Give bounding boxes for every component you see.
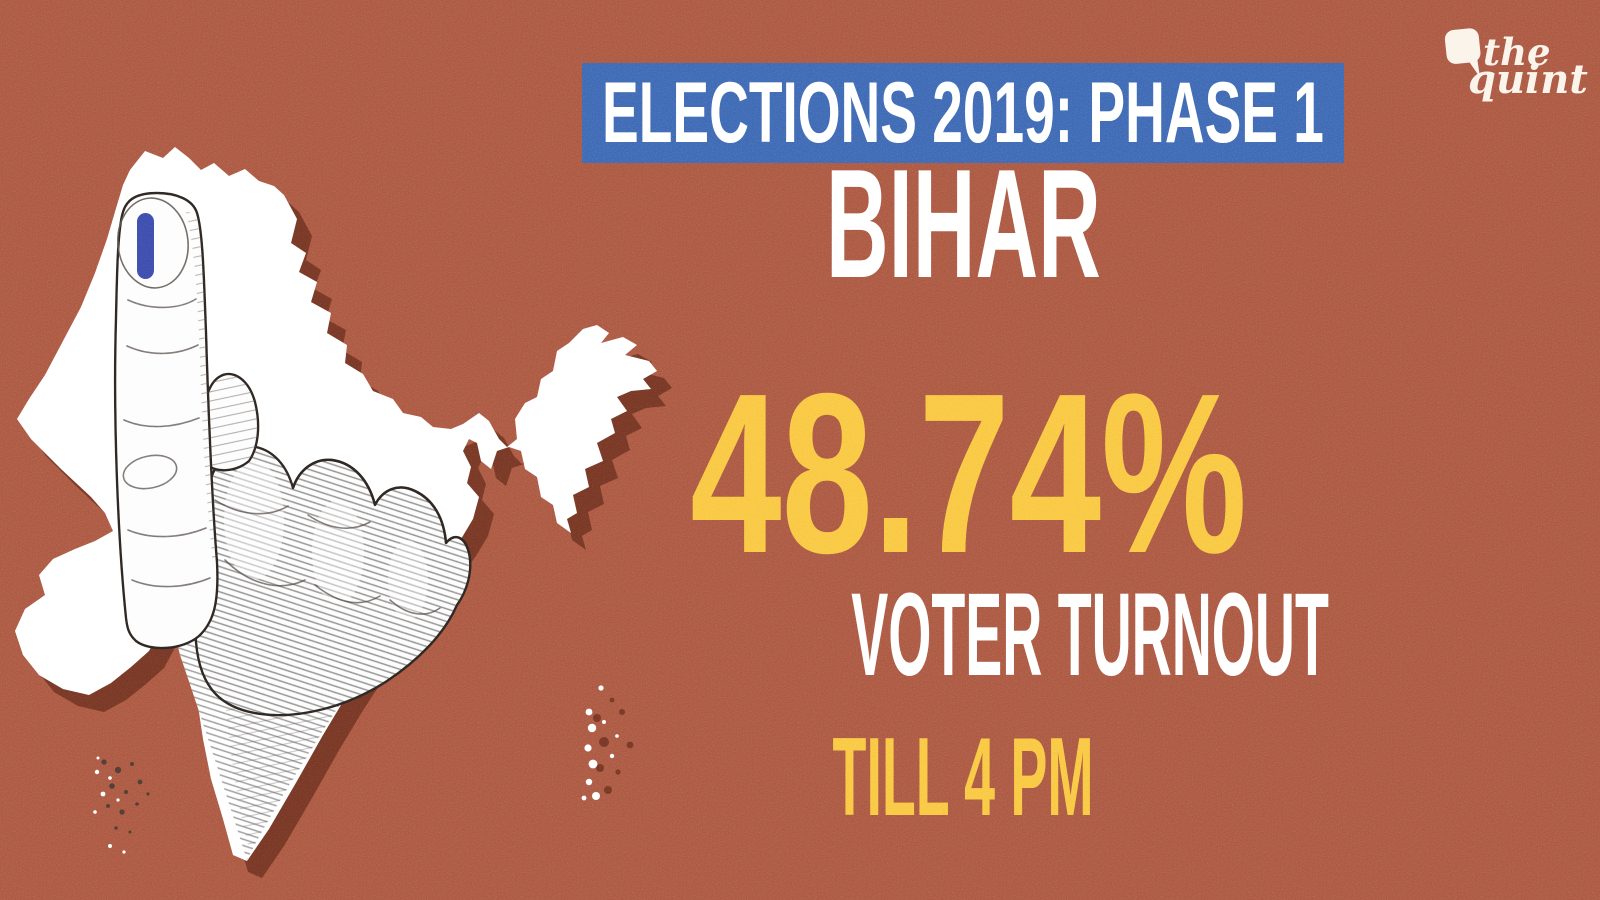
quint-logo: the quint (1404, 16, 1594, 111)
state-name: BIHAR (825, 137, 1101, 310)
logo-line-quint: quint (1468, 56, 1588, 103)
hand-index-finger (113, 191, 219, 650)
time-label: TILL 4 PM (582, 722, 1344, 833)
turnout-label: VOTER TURNOUT (582, 576, 1344, 694)
page-title: BIHAR (582, 146, 1344, 301)
time-label-text: TILL 4 PM (832, 715, 1094, 839)
ink-mark (137, 213, 154, 279)
spray-speckles (93, 756, 150, 854)
turnout-percent-value: 48.74% (690, 347, 1248, 601)
turnout-label-text: VOTER TURNOUT (851, 569, 1329, 701)
turnout-percent: 48.74% (582, 360, 1344, 588)
